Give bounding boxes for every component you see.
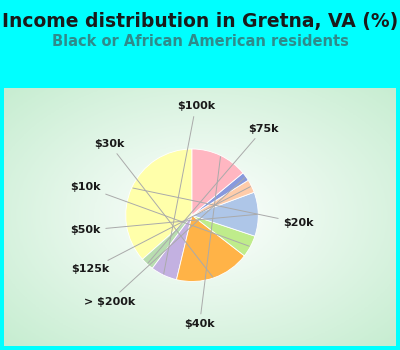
Text: > $200k: > $200k (84, 177, 245, 307)
Wedge shape (192, 215, 255, 256)
Wedge shape (192, 173, 248, 215)
Text: $50k: $50k (70, 214, 257, 235)
Text: $20k: $20k (133, 188, 314, 228)
Wedge shape (192, 149, 243, 215)
Text: City-Data.com: City-Data.com (248, 102, 322, 112)
Text: $30k: $30k (94, 139, 213, 277)
Wedge shape (176, 215, 244, 281)
Text: Black or African American residents: Black or African American residents (52, 35, 348, 49)
Text: $125k: $125k (71, 187, 250, 274)
Text: Income distribution in Gretna, VA (%): Income distribution in Gretna, VA (%) (2, 13, 398, 32)
Text: $100k: $100k (164, 101, 215, 274)
Wedge shape (192, 180, 254, 215)
Wedge shape (192, 192, 258, 236)
Wedge shape (152, 215, 192, 280)
Text: $75k: $75k (148, 124, 279, 263)
Wedge shape (142, 215, 192, 268)
Text: $10k: $10k (70, 182, 249, 246)
Text: $40k: $40k (184, 157, 220, 329)
Wedge shape (126, 149, 192, 259)
